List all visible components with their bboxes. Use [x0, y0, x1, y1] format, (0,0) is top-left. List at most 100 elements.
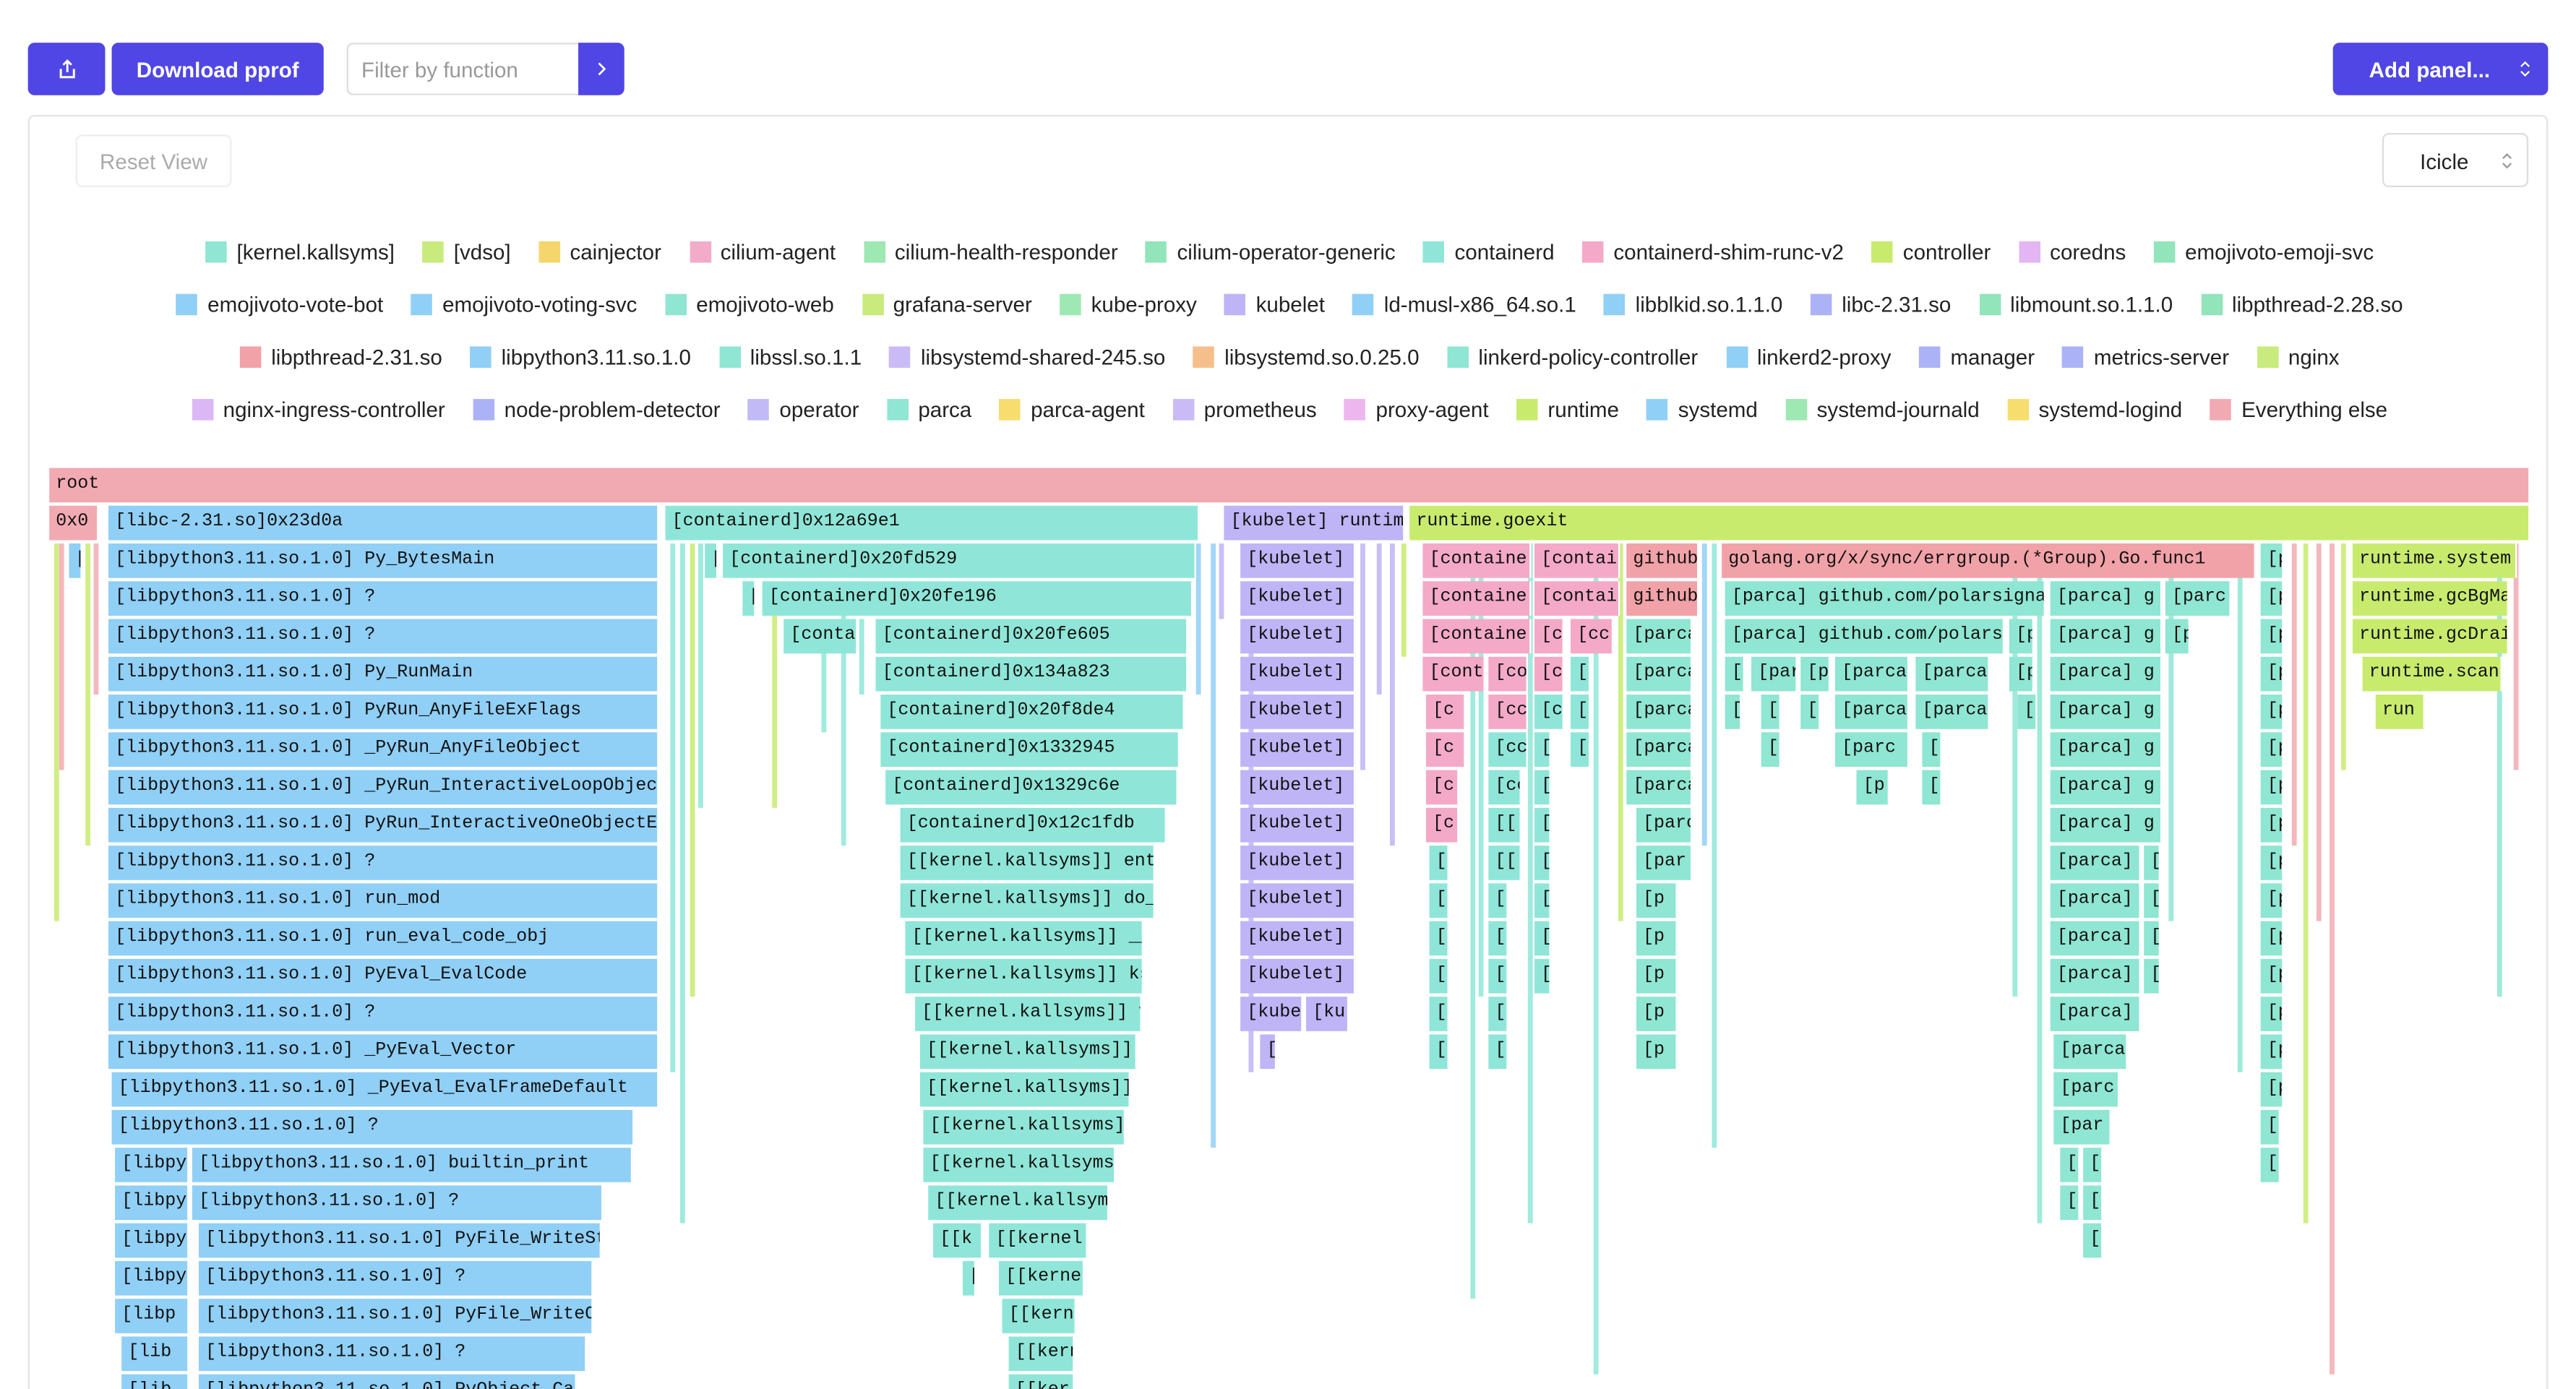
flame-frame[interactable]: [parca] g [2050, 619, 2163, 654]
flame-frame[interactable]: [par [2053, 1109, 2111, 1145]
flame-frame[interactable]: [[ker [1008, 1374, 1075, 1389]
flame-frame[interactable]: [parca] [2050, 921, 2141, 956]
flame-frame[interactable]: [libpython3.11.so.1.0] run_mod [108, 883, 659, 919]
flame-frame[interactable]: [[kern [1002, 1299, 1076, 1333]
flame-frame[interactable]: root [49, 468, 2530, 503]
flame-frame[interactable]: [[kernel.kallsyms]] do_ [900, 883, 1155, 919]
flame-frame[interactable]: [[ [1488, 807, 1521, 843]
flame-frame[interactable]: [kubelet] [1240, 656, 1356, 692]
flame-frame[interactable]: [ [1570, 656, 1591, 692]
flame-frame[interactable]: [ [2060, 1148, 2080, 1182]
filter-submit[interactable] [578, 43, 624, 95]
flame-frame[interactable]: [ [1488, 883, 1508, 919]
flame-frame[interactable]: runtime.gcDrai [2352, 619, 2509, 654]
flame-frame[interactable]: [ [1429, 997, 1449, 1031]
flame-frame[interactable]: [p [2260, 807, 2284, 843]
flame-frame[interactable]: runtime.gcBgMa [2352, 581, 2509, 616]
flame-frame[interactable]: [[kern [1008, 1336, 1075, 1372]
flame-frame[interactable]: [p [1636, 921, 1678, 956]
flame-frame[interactable]: [co [1488, 656, 1528, 692]
flame-frame[interactable]: runtime.scan [2362, 656, 2502, 692]
flame-frame[interactable]: [ [1429, 883, 1449, 919]
flame-frame[interactable]: [ [1488, 958, 1508, 994]
flame-frame[interactable]: [p [2260, 1034, 2284, 1070]
flame-frame[interactable]: [kubelet] [1240, 807, 1356, 843]
flame-frame[interactable]: [p [2009, 619, 2034, 654]
flame-frame[interactable]: golang.org/x/sync/errgroup.(*Group).Go.f… [1722, 543, 2256, 578]
flame-frame[interactable]: [[kernel.kallsyms] [923, 1109, 1126, 1145]
flame-frame[interactable]: [parca] github.com/polarsignal [1725, 581, 2045, 616]
flame-frame[interactable]: [cont [1422, 656, 1485, 692]
flame-frame[interactable]: [ [2144, 883, 2160, 919]
flame-frame[interactable]: [parca] [2050, 958, 2141, 994]
flame-frame[interactable]: [cc [1488, 694, 1528, 729]
flame-frame[interactable]: [containe [1422, 543, 1532, 578]
flame-frame[interactable]: [parc [2165, 581, 2231, 616]
flame-frame[interactable]: [parca [1626, 619, 1693, 654]
flame-frame[interactable]: [ [2144, 846, 2160, 880]
flame-frame[interactable]: [parca] g [2050, 581, 2163, 616]
flame-frame[interactable]: github [1626, 543, 1699, 578]
flame-frame[interactable]: [libpython3.11.so.1.0] PyRun_AnyFileExFl… [108, 694, 659, 729]
flame-frame[interactable]: [containerd]0x20f8de4 [880, 694, 1185, 729]
flame-frame[interactable]: [kubelet] runtim [1224, 505, 1405, 541]
flame-frame[interactable]: [[kernel.kallsyms]] v [915, 997, 1142, 1031]
flame-frame[interactable]: [libpython3.11.so.1.0] builtin_print [192, 1148, 633, 1182]
flame-frame[interactable]: [c [1425, 732, 1466, 767]
flame-frame[interactable]: [parc [1636, 807, 1693, 843]
flame-frame[interactable]: [p [2260, 619, 2284, 654]
flame-frame[interactable]: [libpython3.11.so.1.0] ? [108, 581, 659, 616]
flame-frame[interactable]: [ [1534, 883, 1551, 919]
flame-frame[interactable]: [ [69, 543, 82, 578]
flame-frame[interactable]: [parca] github.com/polarsi [1725, 619, 2005, 654]
flame-frame[interactable]: [parca] [2050, 883, 2141, 919]
flame-frame[interactable]: [c [1425, 694, 1466, 729]
flame-frame[interactable]: [contai [1534, 581, 1620, 616]
flame-frame[interactable]: [libpython3.11.so.1.0] ? [111, 1109, 635, 1145]
flame-frame[interactable]: [ [1534, 807, 1551, 843]
flame-frame[interactable]: [libpython3.11.so.1.0] Py_BytesMain [108, 543, 659, 578]
flame-frame[interactable]: [lib [121, 1336, 189, 1372]
flame-frame[interactable]: [ [1429, 846, 1449, 880]
flame-frame[interactable]: [kubelet] [1240, 732, 1356, 767]
flame-frame[interactable]: [ [2144, 921, 2160, 956]
flame-frame[interactable]: [libpython3.11.so.1.0] PyRun_Interactive… [108, 807, 659, 843]
flame-frame[interactable]: [ [1488, 921, 1508, 956]
flame-frame[interactable]: [ [1534, 958, 1551, 994]
flame-frame[interactable]: [parca [1915, 656, 1990, 692]
flame-frame[interactable]: [ [1534, 770, 1551, 805]
flame-frame[interactable]: [ [1488, 1034, 1508, 1070]
flame-frame[interactable]: [libpython3.11.so.1.0] ? [108, 846, 659, 880]
flame-frame[interactable]: 0x0 [49, 505, 99, 541]
flame-frame[interactable]: [cc [1488, 770, 1521, 805]
flame-frame[interactable]: [p [1800, 656, 1831, 692]
flame-frame[interactable]: [ [2083, 1185, 2103, 1221]
flame-frame[interactable]: [ [1800, 694, 1821, 729]
flame-frame[interactable]: [containe [1422, 581, 1532, 616]
flame-frame[interactable]: [libpython3.11.so.1.0] ? [108, 997, 659, 1031]
flame-frame[interactable]: [ [1922, 732, 1942, 767]
flame-frame[interactable]: [ [1534, 846, 1551, 880]
flame-frame[interactable]: [parca] g [2050, 694, 2163, 729]
flame-frame[interactable]: [parca [1915, 694, 1990, 729]
flame-frame[interactable]: [kube [1240, 997, 1303, 1031]
flame-frame[interactable]: [parca [1626, 656, 1693, 692]
flame-frame[interactable]: [[kernel.kallsym [928, 1185, 1109, 1221]
flame-frame[interactable]: [ [1761, 694, 1781, 729]
flame-frame[interactable]: [parca [1626, 694, 1693, 729]
flame-frame[interactable]: github [1626, 581, 1699, 616]
flame-frame[interactable]: [ [1488, 997, 1508, 1031]
flame-frame[interactable]: [libpy [115, 1260, 189, 1296]
share-button[interactable] [27, 43, 106, 95]
flame-frame[interactable]: [ [1534, 921, 1551, 956]
flame-frame[interactable]: [ [1429, 958, 1449, 994]
flame-frame[interactable]: [p [2260, 1072, 2284, 1107]
flame-frame[interactable]: [c [1425, 770, 1459, 805]
flame-frame[interactable]: [ [2060, 1185, 2080, 1221]
flame-frame[interactable]: [ [1534, 732, 1551, 767]
flame-frame[interactable]: [ [2260, 1148, 2280, 1182]
flame-frame[interactable]: [p [2260, 732, 2284, 767]
flame-frame[interactable]: [ [1570, 694, 1591, 729]
flame-frame[interactable]: [ [1725, 694, 1742, 729]
flame-frame[interactable]: [libpython3.11.so.1.0] PyFile_WriteOb [199, 1299, 593, 1333]
